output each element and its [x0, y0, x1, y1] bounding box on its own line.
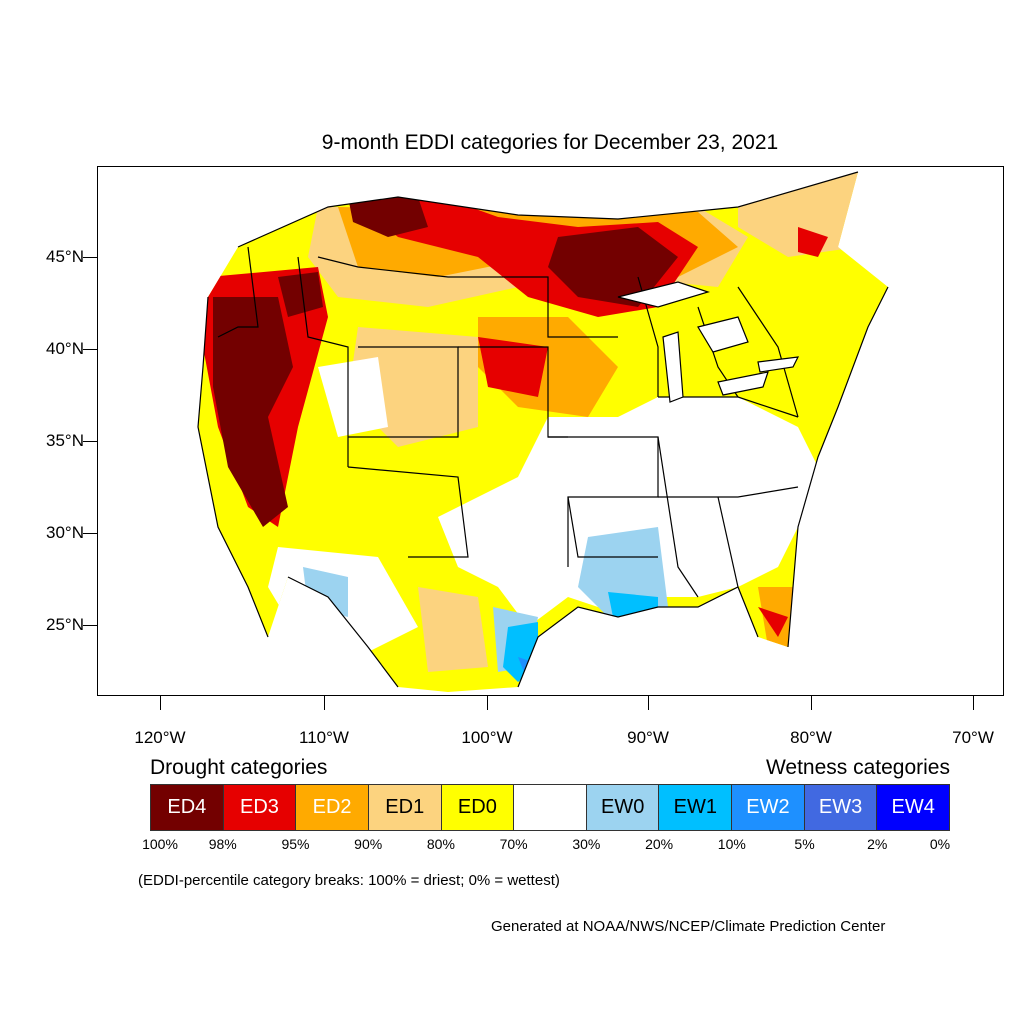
percent-break-label: 95%: [281, 836, 310, 852]
lat-label-30n: 30°N: [46, 523, 84, 542]
legend-box-ew0: EW0: [586, 785, 660, 830]
legend-box-ew3: EW3: [804, 785, 878, 830]
lat-label-40n: 40°N: [46, 339, 84, 358]
eddi-map: [97, 166, 1004, 696]
map-title: 9-month EDDI categories for December 23,…: [321, 131, 779, 154]
percent-break-label: 30%: [572, 836, 601, 852]
category-legend: ED4 ED3 ED2 ED1 ED0 EW0 EW1 EW2 EW3 EW4: [150, 784, 950, 831]
percent-break-label: 10%: [717, 836, 746, 852]
lat-label-35n: 35°N: [46, 431, 84, 450]
lat-tick: [83, 349, 97, 350]
lon-label-100w: 100°W: [461, 728, 513, 747]
lon-label-70w: 70°W: [952, 728, 994, 747]
legend-box-ew1: EW1: [659, 785, 733, 830]
lat-tick: [83, 441, 97, 442]
map-canvas: [197, 171, 889, 692]
legend-box-normal: [514, 785, 587, 830]
lon-tick: [648, 696, 649, 710]
lat-label-25n: 25°N: [46, 615, 84, 634]
percent-break-label: 70%: [499, 836, 528, 852]
lon-label-80w: 80°W: [790, 728, 832, 747]
legend-box-ed3: ED3: [223, 785, 297, 830]
percent-break-label: 20%: [645, 836, 674, 852]
legend-box-ew2: EW2: [732, 785, 805, 830]
percent-break-label: 90%: [354, 836, 383, 852]
percent-break-label: 5%: [794, 836, 815, 852]
lon-tick: [487, 696, 488, 710]
percent-break-label: 98%: [208, 836, 237, 852]
lon-label-120w: 120°W: [134, 728, 186, 747]
boundary-lines: [197, 171, 889, 688]
credit-line: Generated at NOAA/NWS/NCEP/Climate Predi…: [491, 918, 886, 935]
lon-tick: [973, 696, 974, 710]
legend-box-ed4: ED4: [151, 785, 224, 830]
legend-box-ew4: EW4: [877, 785, 950, 830]
lon-tick: [811, 696, 812, 710]
lon-tick: [324, 696, 325, 710]
lon-label-90w: 90°W: [627, 728, 669, 747]
percent-break-label: 100%: [142, 836, 178, 852]
legend-box-ed2: ED2: [296, 785, 369, 830]
lat-tick: [83, 533, 97, 534]
category-fill: [198, 172, 888, 692]
wetness-heading: Wetness categories: [765, 756, 950, 779]
legend-note: (EDDI-percentile category breaks: 100% =…: [138, 872, 560, 889]
percent-break-label: 2%: [867, 836, 888, 852]
percent-break-label: 80%: [426, 836, 455, 852]
lon-tick: [160, 696, 161, 710]
great-lakes: [617, 281, 800, 403]
percent-break-label: 0%: [929, 836, 951, 852]
lat-tick: [83, 257, 97, 258]
legend-box-ed1: ED1: [368, 785, 442, 830]
lon-label-110w: 110°W: [299, 728, 349, 747]
lat-label-45n: 45°N: [46, 247, 84, 266]
lat-tick: [83, 625, 97, 626]
drought-heading: Drought categories: [150, 756, 328, 779]
legend-box-ed0: ED0: [441, 785, 515, 830]
